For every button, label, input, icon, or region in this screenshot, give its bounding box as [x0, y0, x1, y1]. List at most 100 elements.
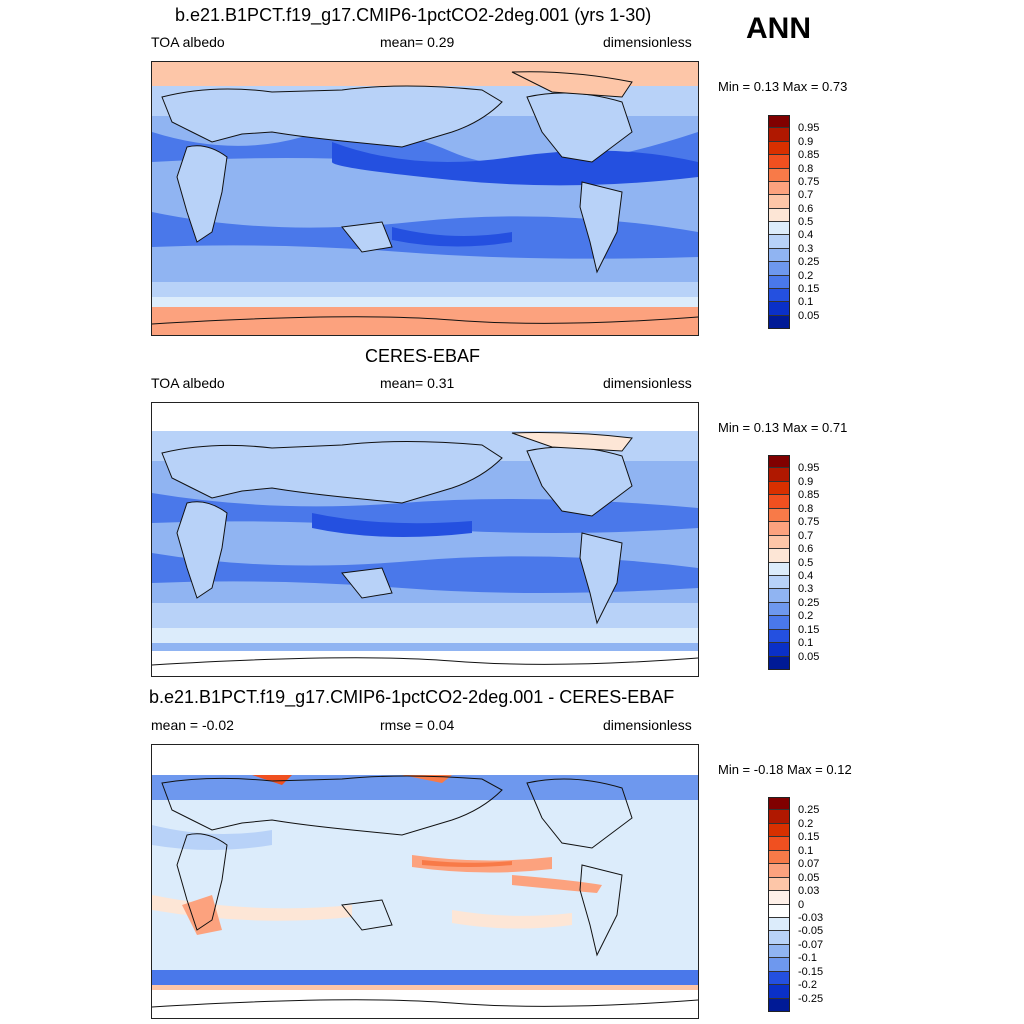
panel3-title: b.e21.B1PCT.f19_g17.CMIP6-1pctCO2-2deg.0…	[149, 687, 675, 707]
colorbar-tick-label: -0.03	[798, 911, 824, 924]
colorbar-tick-label: 0.6	[798, 202, 814, 215]
colorbar-swatch	[768, 616, 790, 630]
colorbar-swatch	[768, 222, 790, 236]
colorbar-swatch	[768, 562, 790, 576]
colorbar-tick-label: 0.25	[798, 804, 820, 817]
colorbar-swatch	[768, 115, 790, 129]
panel1-map	[151, 61, 699, 336]
colorbar-tick-label: 0.1	[798, 637, 814, 650]
colorbar-swatch	[768, 455, 790, 469]
season-label: ANN	[746, 12, 811, 45]
colorbar-swatch	[768, 128, 790, 142]
colorbar-tick-label: 0.7	[798, 189, 814, 202]
colorbar-swatch	[768, 481, 790, 496]
colorbar-tick-label: 0.85	[798, 149, 820, 162]
panel2-colorbar	[768, 455, 790, 670]
colorbar-swatch	[768, 629, 790, 644]
colorbar-swatch	[768, 810, 790, 824]
colorbar-tick-label: 0.3	[798, 242, 814, 255]
colorbar-tick-label: 0.4	[798, 569, 814, 582]
colorbar-tick-label: 0.95	[798, 462, 820, 475]
colorbar-tick-label: 0.05	[798, 650, 820, 663]
panel3-map	[151, 744, 699, 1019]
panel1-mean-label: mean= 0.29	[380, 34, 455, 50]
colorbar-tick-label: 0.2	[798, 610, 814, 623]
colorbar-swatch	[768, 262, 790, 276]
panel1-minmax: Min = 0.13 Max = 0.73	[718, 79, 848, 94]
colorbar-tick-label: 0.1	[798, 296, 814, 309]
colorbar-swatch	[768, 141, 790, 156]
colorbar-swatch	[768, 155, 790, 169]
colorbar-swatch	[768, 958, 790, 972]
colorbar-tick-label: 0.3	[798, 583, 814, 596]
colorbar-swatch	[768, 248, 790, 263]
panel1-units-label: dimensionless	[603, 34, 692, 50]
colorbar-swatch	[768, 288, 790, 303]
colorbar-tick-label: 0.07	[798, 858, 820, 871]
panel1-title: b.e21.B1PCT.f19_g17.CMIP6-1pctCO2-2deg.0…	[175, 5, 652, 25]
colorbar-tick-label: -0.15	[798, 965, 824, 978]
panel2-title: CERES-EBAF	[365, 346, 481, 366]
colorbar-swatch	[768, 602, 790, 617]
colorbar-swatch	[768, 275, 790, 289]
colorbar-swatch	[768, 495, 790, 509]
colorbar-swatch	[768, 235, 790, 249]
colorbar-swatch	[768, 302, 790, 316]
colorbar-swatch	[768, 891, 790, 905]
colorbar-tick-label: 0.05	[798, 871, 820, 884]
panel2-variable-label: TOA albedo	[151, 375, 225, 391]
colorbar-swatch	[768, 589, 790, 603]
colorbar-swatch	[768, 468, 790, 482]
colorbar-tick-label: 0.15	[798, 282, 820, 295]
panel3-units-label: dimensionless	[603, 717, 692, 733]
colorbar-tick-label: 0.75	[798, 516, 820, 529]
colorbar-tick-label: 0.6	[798, 543, 814, 556]
colorbar-tick-label: 0.2	[798, 269, 814, 282]
colorbar-tick-label: 0.95	[798, 122, 820, 135]
colorbar-tick-label: 0.7	[798, 529, 814, 542]
panel1-variable-label: TOA albedo	[151, 34, 225, 50]
colorbar-tick-label: -0.07	[798, 938, 824, 951]
colorbar-tick-label: -0.2	[798, 979, 817, 992]
colorbar-tick-label: 0	[798, 898, 805, 911]
colorbar-tick-label: 0.8	[798, 502, 814, 515]
colorbar-swatch	[768, 181, 790, 196]
colorbar-swatch	[768, 535, 790, 550]
colorbar-swatch	[768, 508, 790, 523]
colorbar-swatch	[768, 823, 790, 838]
colorbar-swatch	[768, 575, 790, 590]
colorbar-swatch	[768, 985, 790, 999]
colorbar-swatch	[768, 522, 790, 536]
panel3-minmax: Min = -0.18 Max = 0.12	[718, 762, 852, 777]
colorbar-tick-label: 0.1	[798, 844, 814, 857]
colorbar-tick-label: -0.05	[798, 925, 824, 938]
colorbar-swatch	[768, 864, 790, 878]
colorbar-tick-label: 0.9	[798, 475, 814, 488]
colorbar-swatch	[768, 195, 790, 209]
panel3-colorbar	[768, 797, 790, 1012]
colorbar-tick-label: 0.03	[798, 885, 820, 898]
panel2-mean-label: mean= 0.31	[380, 375, 455, 391]
colorbar-tick-label: -0.25	[798, 992, 824, 1005]
colorbar-swatch	[768, 797, 790, 811]
colorbar-swatch	[768, 917, 790, 932]
colorbar-swatch	[768, 837, 790, 851]
colorbar-swatch	[768, 944, 790, 959]
colorbar-swatch	[768, 931, 790, 945]
colorbar-tick-label: 0.25	[798, 596, 820, 609]
colorbar-swatch	[768, 168, 790, 182]
colorbar-tick-label: 0.05	[798, 309, 820, 322]
colorbar-tick-label: 0.15	[798, 831, 820, 844]
colorbar-tick-label: 0.9	[798, 135, 814, 148]
colorbar-tick-label: 0.85	[798, 489, 820, 502]
colorbar-swatch	[768, 208, 790, 222]
panel3-mean-label: mean = -0.02	[151, 717, 234, 733]
colorbar-tick-label: 0.25	[798, 256, 820, 269]
colorbar-tick-label: -0.1	[798, 952, 817, 965]
panel2-minmax: Min = 0.13 Max = 0.71	[718, 420, 848, 435]
colorbar-tick-label: 0.5	[798, 556, 814, 569]
colorbar-tick-label: 0.2	[798, 817, 814, 830]
panel2-map	[151, 402, 699, 677]
colorbar-tick-label: 0.5	[798, 216, 814, 228]
colorbar-tick-label: 0.8	[798, 162, 814, 175]
